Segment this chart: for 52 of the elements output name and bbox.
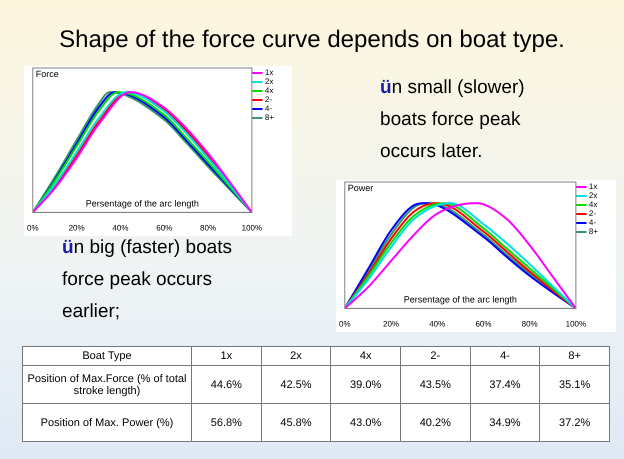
data-label: 56.8% xyxy=(192,404,262,442)
text: ün small (slower) boats force peak occurs later. xyxy=(380,76,526,164)
category-label: 8+ xyxy=(540,346,610,366)
legend-label: 4- xyxy=(588,218,596,228)
legend-label: 8+ xyxy=(264,113,274,122)
legend-label: 2- xyxy=(264,95,272,104)
data-label: 39.0% xyxy=(330,366,400,404)
x-tick-label: 60% xyxy=(475,319,492,328)
data-label: 43.5% xyxy=(400,366,470,404)
data-label: 34.9% xyxy=(470,404,540,442)
x-tick-label: 20% xyxy=(68,223,85,232)
data-label: 40.2% xyxy=(400,404,470,442)
data-label: 43.0% xyxy=(330,404,400,442)
x-tick-label: 100% xyxy=(566,319,586,328)
legend-label: 1x xyxy=(264,68,274,78)
text: ün big (faster) boats force peak occurs earlier; xyxy=(62,236,234,324)
data-label: 37.2% xyxy=(540,404,610,442)
series-label: Position of Max.Force (% of total stroke length) xyxy=(22,366,192,404)
x-axis-title: Persentage of the arc length xyxy=(404,294,517,304)
x-tick-label: 40% xyxy=(112,223,128,232)
data-label: 45.8% xyxy=(261,404,331,442)
legend-label: 8+ xyxy=(588,227,598,236)
x-tick-label: 100% xyxy=(242,223,262,232)
category-label: 4- xyxy=(470,346,540,366)
text: Shape of the force curve depends on boat type. xyxy=(58,26,566,54)
y-axis-title: Power xyxy=(348,182,374,193)
x-tick-label: 20% xyxy=(382,319,400,328)
x-tick-label: 0% xyxy=(27,223,39,232)
text: Boat Type xyxy=(22,346,192,366)
y-axis-title: Force xyxy=(36,68,59,79)
data-label: 37.4% xyxy=(470,366,540,404)
legend-label: 2x xyxy=(588,191,598,200)
x-tick-label: 40% xyxy=(429,319,446,328)
data-label: 44.6% xyxy=(192,366,262,404)
category-label: 2- xyxy=(400,346,470,366)
legend-label: 4x xyxy=(588,200,598,210)
category-label: 2x xyxy=(261,346,331,366)
legend-label: 2x xyxy=(264,77,274,86)
legend-label: 4x xyxy=(264,86,274,96)
x-tick-label: 80% xyxy=(522,319,538,328)
x-tick-label: 0% xyxy=(339,319,351,328)
x-tick-label: 60% xyxy=(156,223,172,232)
category-label: 4x xyxy=(330,346,400,366)
legend-label: 4- xyxy=(264,104,272,114)
data-label: 42.5% xyxy=(261,366,331,404)
legend-label: 2- xyxy=(588,209,596,218)
x-tick-label: 80% xyxy=(200,223,216,232)
data-label: 35.1% xyxy=(540,366,610,404)
x-axis-title: Persentage of the arc length xyxy=(86,198,199,208)
legend-label: 1x xyxy=(588,182,598,192)
text: Position of Max. Power (%) xyxy=(22,404,192,442)
category-label: 1x xyxy=(192,346,262,366)
